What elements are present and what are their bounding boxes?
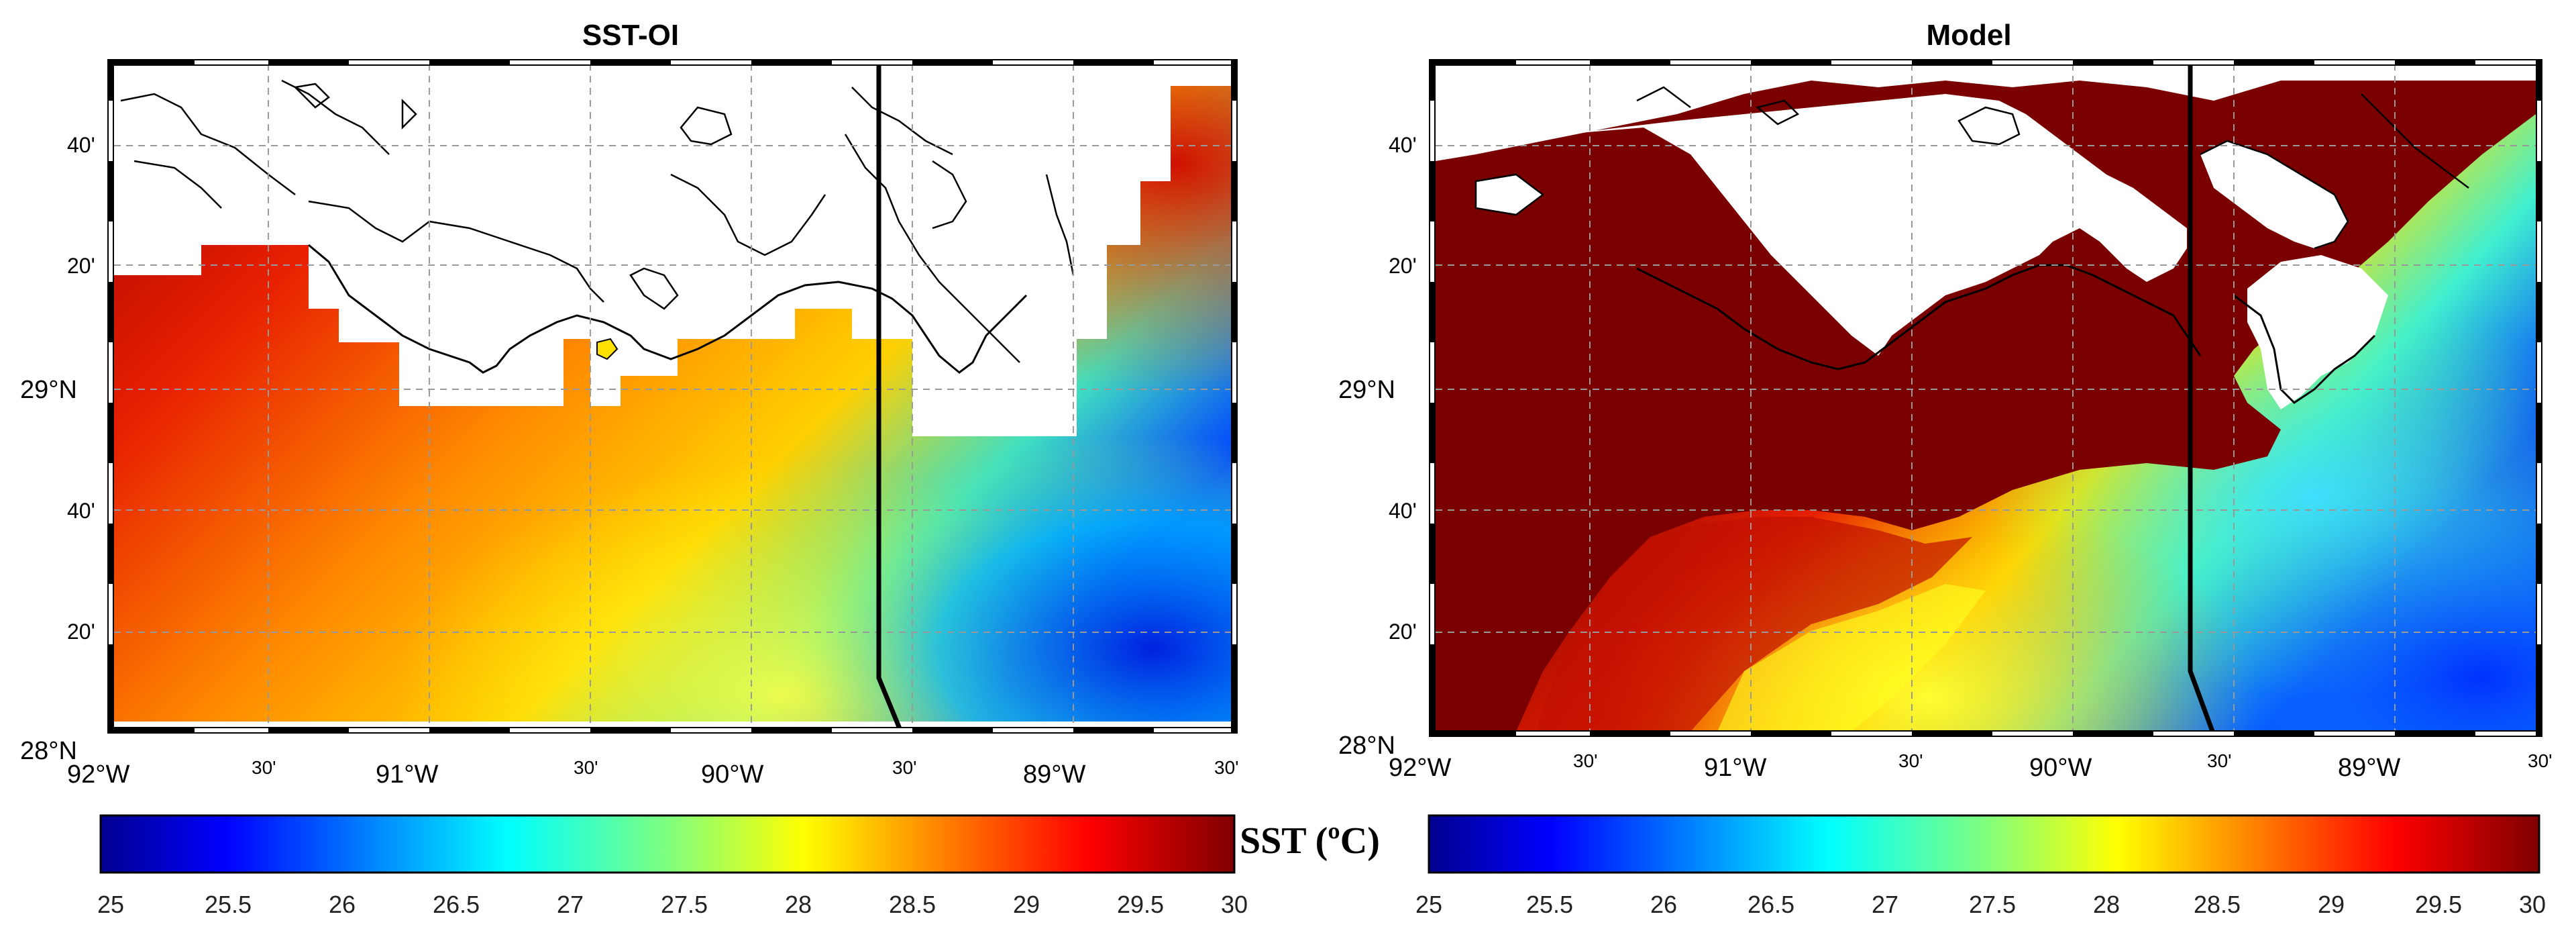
- lon-label: 30': [2207, 750, 2232, 771]
- colorbar-tick: 28.5: [889, 891, 936, 918]
- lon-label: 92°W: [1389, 754, 1452, 782]
- graticule: [114, 64, 1231, 728]
- lon-label: 30': [574, 757, 598, 778]
- lon-label: 90°W: [2029, 754, 2092, 782]
- colorbar-tick: 27: [557, 891, 584, 918]
- coastline: [308, 244, 1028, 374]
- warm-shelf-water: [1436, 64, 2536, 732]
- lon-label: 92°W: [67, 760, 130, 789]
- lon-label: 30': [2528, 750, 2553, 771]
- lon-label: 91°W: [376, 760, 439, 789]
- colorbar-tick: 30: [2519, 891, 2546, 918]
- colorbar-tick: 29.5: [1117, 891, 1165, 918]
- colorbar-label: SST (ºC): [1240, 820, 1380, 862]
- land-mask: [1436, 64, 2536, 161]
- lon-label: 30': [892, 757, 917, 778]
- transect-line: [876, 64, 902, 728]
- lon-label: 89°W: [2338, 754, 2401, 782]
- lat-label: 20': [67, 619, 95, 644]
- lon-label: 30': [1573, 750, 1598, 771]
- lon-label: 91°W: [1704, 754, 1767, 782]
- colorbar-tick: 30: [1221, 891, 1248, 918]
- colorbar-tick: 26.5: [1748, 891, 1795, 918]
- colorbar-tick: 29: [1013, 891, 1040, 918]
- lon-label: 89°W: [1023, 760, 1086, 789]
- lat-label: 40': [1389, 133, 1417, 157]
- coastline: [1636, 264, 2376, 404]
- colorbar-tick: 29: [2318, 891, 2345, 918]
- colorbar-tick: 27.5: [661, 891, 708, 918]
- lat-label: 40': [1389, 499, 1417, 523]
- colorbar-right: [1428, 814, 2540, 874]
- lat-label: 20': [67, 254, 95, 278]
- lat-label: 29°N: [20, 376, 77, 404]
- lat-label: 20': [1389, 619, 1417, 644]
- lat-label: 40': [67, 499, 95, 523]
- panel-title-model: Model: [1926, 19, 2012, 52]
- lat-label: 29°N: [1338, 376, 1395, 404]
- colorbar-tick: 26: [329, 891, 356, 918]
- land-mask: [114, 64, 1231, 436]
- lat-label: 28°N: [20, 737, 77, 765]
- colorbar-tick: 28: [785, 891, 812, 918]
- lon-label: 90°W: [701, 760, 764, 789]
- colorbar-tick: 29.5: [2415, 891, 2463, 918]
- lat-label: 20': [1389, 254, 1417, 278]
- map-panel-sst-oi: [107, 59, 1238, 734]
- lat-label: 40': [67, 133, 95, 157]
- lon-label: 30': [252, 757, 276, 778]
- graticule: [1436, 64, 2536, 732]
- lon-label: 30': [1214, 757, 1239, 778]
- colorbar-tick: 27: [1872, 891, 1899, 918]
- transect-line: [2188, 64, 2215, 732]
- colorbar-tick: 25.5: [205, 891, 252, 918]
- colorbar-tick: 28: [2093, 891, 2121, 918]
- lon-label: 30': [1898, 750, 1923, 771]
- panel-title-sst-oi: SST-OI: [582, 19, 680, 52]
- colorbar-tick: 26: [1650, 891, 1678, 918]
- colorbar-tick: 26.5: [433, 891, 480, 918]
- colorbar-tick: 25: [97, 891, 125, 918]
- colorbar-tick: 25: [1415, 891, 1443, 918]
- colorbar-tick: 27.5: [1969, 891, 2017, 918]
- map-panel-model: [1429, 59, 2542, 737]
- colorbar-left: [99, 814, 1236, 874]
- colorbar-tick: 28.5: [2194, 891, 2241, 918]
- colorbar-tick: 25.5: [1526, 891, 1574, 918]
- lat-label: 28°N: [1338, 732, 1395, 760]
